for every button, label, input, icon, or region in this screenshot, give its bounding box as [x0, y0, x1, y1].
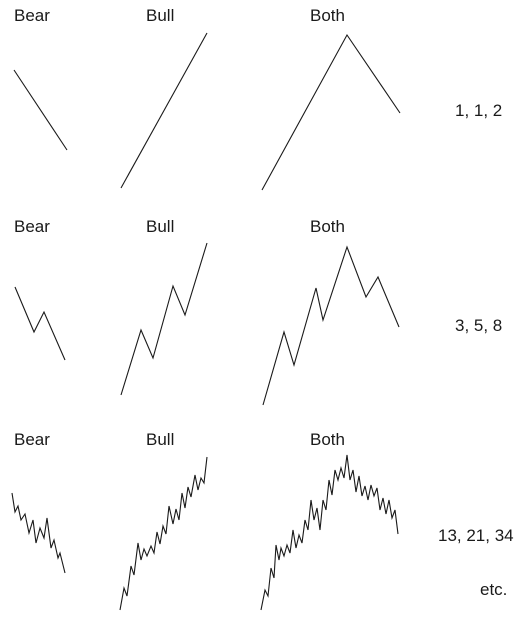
row-3-counts: 13, 21, 34: [438, 526, 514, 545]
row-3-both-label: Both: [310, 430, 345, 449]
row-2-both-label: Both: [310, 217, 345, 236]
footer-etc: etc.: [480, 580, 507, 599]
row-1-both-label: Both: [310, 6, 345, 25]
row-2-both-wave: [262, 245, 400, 406]
row-1-bear-label: Bear: [14, 6, 50, 25]
row-1-bull-label: Bull: [146, 6, 174, 25]
row-2-bull-label: Bull: [146, 217, 174, 236]
row-1-both-wave: [261, 33, 401, 191]
row-1: Bear Bull Both 1, 1, 2: [13, 6, 502, 191]
row-3-both-wave: [260, 454, 399, 611]
row-2-counts: 3, 5, 8: [455, 316, 502, 335]
row-3-bear-wave: [11, 492, 66, 574]
row-1-bull-wave: [120, 32, 208, 189]
row-3-bull-label: Bull: [146, 430, 174, 449]
row-3: Bear Bull Both 13, 21, 34: [11, 430, 514, 611]
row-3-bull-wave: [119, 456, 208, 611]
row-2: Bear Bull Both 3, 5, 8: [14, 217, 502, 406]
row-2-bull-wave: [120, 242, 208, 396]
row-3-bear-label: Bear: [14, 430, 50, 449]
row-1-bear-wave: [13, 69, 68, 151]
row-1-counts: 1, 1, 2: [455, 101, 502, 120]
row-2-bear-label: Bear: [14, 217, 50, 236]
row-2-bear-wave: [14, 286, 66, 361]
